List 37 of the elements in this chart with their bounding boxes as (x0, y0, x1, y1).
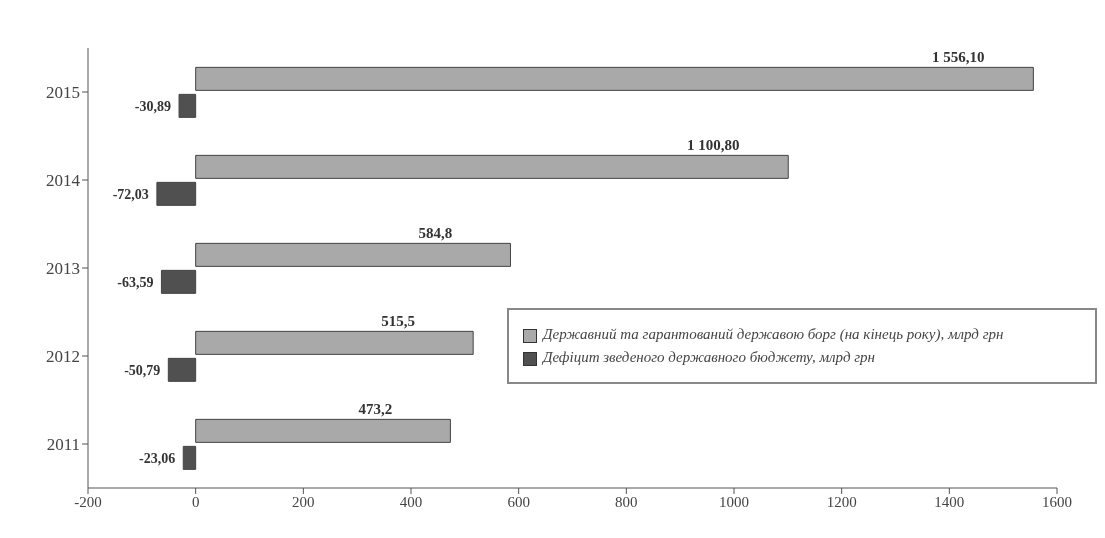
data-label: 584,8 (418, 225, 453, 242)
bar (195, 418, 451, 443)
data-label: 473,2 (358, 401, 393, 418)
data-label: -50,79 (124, 362, 161, 378)
data-label: -63,59 (117, 274, 154, 290)
y-tick-label: 2013 (46, 259, 80, 279)
x-tick-label: 200 (292, 493, 315, 510)
data-label: -23,06 (139, 450, 176, 466)
y-tick-label: 2015 (46, 83, 80, 103)
bar (195, 330, 474, 355)
x-tick-label: 400 (399, 493, 423, 510)
legend-label: Дефіцит зведеного державного бюджету, млрд грн (543, 349, 876, 366)
bar (195, 242, 511, 267)
data-label: 1 100,80 (687, 137, 740, 154)
bar (178, 93, 197, 118)
y-tick-label: 2011 (46, 435, 80, 455)
x-tick-label: 800 (615, 493, 638, 510)
bar (195, 66, 1034, 91)
data-label: -72,03 (112, 186, 149, 202)
legend-label: Державний та гарантований державою борг (на кінець року), млрд грн (543, 326, 1004, 343)
bar (167, 357, 197, 382)
x-tick-label: 1600 (1042, 493, 1072, 510)
x-tick-label: 1200 (826, 493, 857, 510)
bar (156, 181, 197, 206)
y-tick-label: 2012 (46, 347, 80, 367)
x-tick-label: -200 (74, 493, 102, 510)
bar (195, 154, 789, 179)
x-tick-label: 600 (507, 493, 530, 510)
x-tick-label: 1000 (719, 493, 749, 510)
y-tick-label: 2014 (46, 171, 81, 191)
x-tick-label: 0 (191, 493, 200, 510)
bar (160, 269, 197, 294)
data-label: 515,5 (381, 313, 416, 330)
bar (182, 445, 197, 470)
data-label: -30,89 (134, 98, 172, 114)
x-tick-label: 1400 (934, 493, 965, 510)
data-label: 1 556,10 (932, 49, 985, 66)
